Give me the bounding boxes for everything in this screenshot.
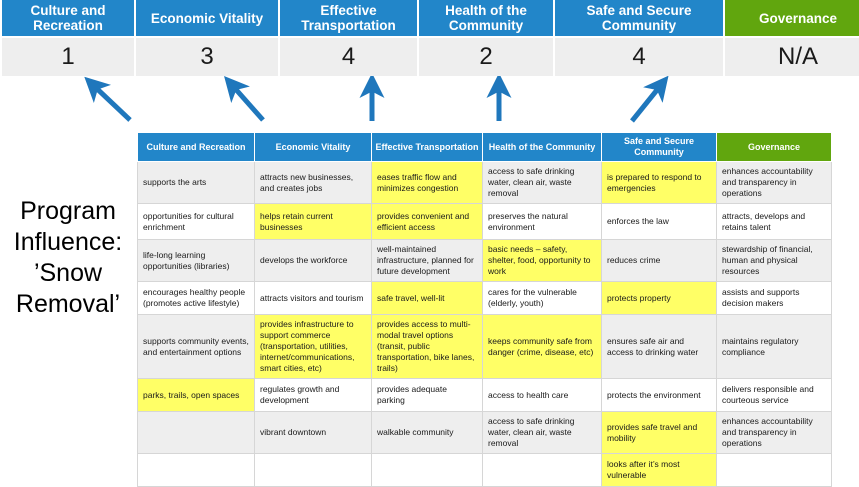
score-value-health-of-the-community: 2: [417, 37, 555, 78]
matrix-cell: regulates growth and development: [254, 378, 372, 412]
arrow-economic-vitality: [224, 76, 265, 122]
matrix-cell: is prepared to respond to emergencies: [601, 161, 717, 204]
caption-line-1: Program: [20, 197, 116, 225]
caption-line-3: ’Snow: [33, 259, 103, 287]
matrix-cell: preserves the natural environment: [482, 203, 602, 240]
matrix-header-culture-and-recreation: Culture and Recreation: [137, 132, 255, 162]
matrix-cell: enhances accountability and transparency…: [716, 161, 832, 204]
matrix-cell: supports community events, and entertain…: [137, 314, 255, 379]
strategic-priority-score-table: Culture and Recreation Economic Vitality…: [0, 0, 859, 78]
matrix-cell: encourages healthy people (promotes acti…: [137, 281, 255, 315]
matrix-cell: looks after it’s most vulnerable: [601, 453, 717, 487]
matrix-cell: eases traffic flow and minimizes congest…: [371, 161, 483, 204]
matrix-cell: enforces the law: [601, 203, 717, 240]
table-row: parks, trails, open spaces regulates gro…: [137, 378, 832, 412]
score-header-row: Culture and Recreation Economic Vitality…: [0, 0, 859, 38]
matrix-header-health-of-the-community: Health of the Community: [482, 132, 602, 162]
matrix-cell: supports the arts: [137, 161, 255, 204]
matrix-cell: provides adequate parking: [371, 378, 483, 412]
score-header-economic-vitality: Economic Vitality: [134, 0, 280, 38]
matrix-cell: life-long learning opportunities (librar…: [137, 239, 255, 282]
matrix-cell: protects the environment: [601, 378, 717, 412]
score-header-safe-and-secure-community: Safe and Secure Community: [553, 0, 725, 38]
matrix-cell: [716, 453, 832, 487]
connector-arrow-group: [84, 76, 669, 123]
score-value-economic-vitality: 3: [134, 37, 280, 78]
matrix-cell: delivers responsible and courteous servi…: [716, 378, 832, 412]
score-value-safe-and-secure-community: 4: [553, 37, 725, 78]
matrix-cell: parks, trails, open spaces: [137, 378, 255, 412]
matrix-header-safe-and-secure-community: Safe and Secure Community: [601, 132, 717, 162]
matrix-cell: walkable community: [371, 411, 483, 454]
matrix-cell: access to safe drinking water, clean air…: [482, 161, 602, 204]
matrix-header-economic-vitality: Economic Vitality: [254, 132, 372, 162]
strategic-priority-attribute-matrix: Culture and Recreation Economic Vitality…: [137, 132, 832, 487]
matrix-cell: assists and supports decision makers: [716, 281, 832, 315]
matrix-cell: vibrant downtown: [254, 411, 372, 454]
matrix-cell: basic needs – safety, shelter, food, opp…: [482, 239, 602, 282]
table-row: supports community events, and entertain…: [137, 314, 832, 379]
arrow-safe-and-secure-community: [630, 76, 669, 123]
matrix-cell: maintains regulatory compliance: [716, 314, 832, 379]
matrix-cell: provides infrastructure to support comme…: [254, 314, 372, 379]
matrix-cell: attracts visitors and tourism: [254, 281, 372, 315]
matrix-cell: access to safe drinking water, clean air…: [482, 411, 602, 454]
caption-line-2: Influence:: [13, 228, 123, 256]
matrix-cell: reduces crime: [601, 239, 717, 282]
score-value-culture-and-recreation: 1: [0, 37, 136, 78]
matrix-cell: [137, 411, 255, 454]
matrix-cell: [371, 453, 483, 487]
matrix-cell: provides convenient and efficient access: [371, 203, 483, 240]
table-row: looks after it’s most vulnerable: [137, 453, 832, 487]
matrix-body: supports the arts attracts new businesse…: [137, 161, 832, 487]
arrow-culture-and-recreation: [84, 76, 132, 122]
table-row: encourages healthy people (promotes acti…: [137, 281, 832, 315]
matrix-cell: stewardship of financial, human and phys…: [716, 239, 832, 282]
matrix-cell: safe travel, well-lit: [371, 281, 483, 315]
matrix-cell: protects property: [601, 281, 717, 315]
matrix-cell: [254, 453, 372, 487]
table-row: opportunities for cultural enrichment he…: [137, 203, 832, 240]
matrix-cell: enhances accountability and transparency…: [716, 411, 832, 454]
matrix-cell: well-maintained infrastructure, planned …: [371, 239, 483, 282]
table-row: life-long learning opportunities (librar…: [137, 239, 832, 282]
matrix-cell: cares for the vulnerable (elderly, youth…: [482, 281, 602, 315]
matrix-cell: [482, 453, 602, 487]
table-row: supports the arts attracts new businesse…: [137, 161, 832, 204]
score-header-effective-transportation: Effective Transportation: [278, 0, 419, 38]
matrix-cell: [137, 453, 255, 487]
score-header-culture-and-recreation: Culture and Recreation: [0, 0, 136, 38]
score-value-governance: N/A: [723, 37, 859, 78]
matrix-header-row: Culture and Recreation Economic Vitality…: [137, 132, 832, 162]
matrix-cell: attracts new businesses, and creates job…: [254, 161, 372, 204]
score-value-row: 1 3 4 2 4 N/A: [0, 37, 859, 78]
score-header-governance: Governance: [723, 0, 859, 38]
matrix-cell: provides access to multi-modal travel op…: [371, 314, 483, 379]
caption-line-4: Removal’: [15, 290, 121, 318]
matrix-cell: keeps community safe from danger (crime,…: [482, 314, 602, 379]
matrix-cell: develops the workforce: [254, 239, 372, 282]
score-value-effective-transportation: 4: [278, 37, 419, 78]
matrix-header-effective-transportation: Effective Transportation: [371, 132, 483, 162]
matrix-cell: provides safe travel and mobility: [601, 411, 717, 454]
table-row: vibrant downtown walkable community acce…: [137, 411, 832, 454]
matrix-cell: attracts, develops and retains talent: [716, 203, 832, 240]
matrix-cell: helps retain current businesses: [254, 203, 372, 240]
matrix-header-governance: Governance: [716, 132, 832, 162]
matrix-cell: ensures safe air and access to drinking …: [601, 314, 717, 379]
matrix-cell: access to health care: [482, 378, 602, 412]
matrix-cell: opportunities for cultural enrichment: [137, 203, 255, 240]
score-header-health-of-the-community: Health of the Community: [417, 0, 555, 38]
program-influence-caption: Program Influence: ’Snow Removal’: [2, 196, 134, 320]
